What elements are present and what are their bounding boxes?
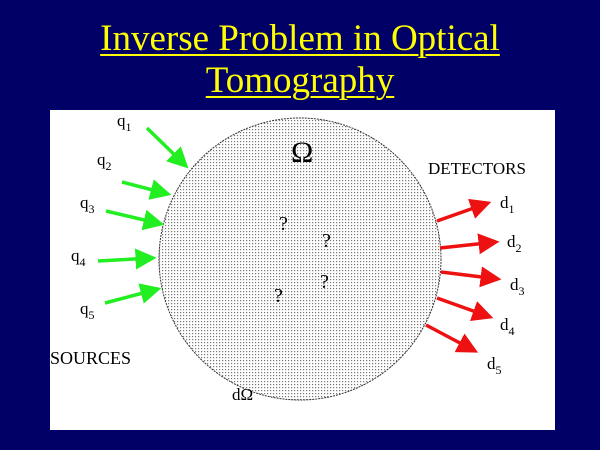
source-label-4: q4 <box>71 246 86 269</box>
detector-arrow-2 <box>439 233 500 255</box>
domain-circle <box>158 117 442 401</box>
source-arrow-4 <box>97 248 157 270</box>
detector-label-4: d4 <box>500 315 515 338</box>
sources-label: SOURCES <box>50 348 131 368</box>
detector-label-5: d5 <box>487 354 502 377</box>
detector-arrow-5 <box>425 323 479 353</box>
detector-label-3: d3 <box>510 275 525 298</box>
source-arrow-2 <box>121 179 172 200</box>
source-arrow-5 <box>104 283 162 305</box>
detector-arrow-1 <box>436 198 492 223</box>
title-line-1: Inverse Problem in Optical <box>100 18 500 59</box>
source-label-5: q5 <box>80 299 95 322</box>
domain-label: Ω <box>291 136 313 169</box>
source-label-1: q1 <box>117 111 132 134</box>
source-label-2: q2 <box>97 150 112 173</box>
detector-arrow-4 <box>436 296 494 321</box>
detector-label-1: d1 <box>500 193 515 216</box>
title-line-2: Tomography <box>205 60 395 101</box>
unknown-mark: ? <box>279 213 288 235</box>
source-arrow-1 <box>145 126 189 169</box>
diagram-panel: Ω dΩ ? ? ? ? SOURCES DETECTORS q1 q2 q3 q4 q… <box>50 110 555 430</box>
unknown-mark: ? <box>322 230 331 252</box>
unknown-mark: ? <box>320 271 329 293</box>
source-label-3: q3 <box>80 193 95 216</box>
detector-arrow-3 <box>440 266 502 288</box>
unknown-mark: ? <box>274 285 283 307</box>
boundary-label: dΩ <box>232 385 253 404</box>
detectors-label: DETECTORS <box>428 159 526 178</box>
detector-label-2: d2 <box>507 232 522 255</box>
source-arrow-3 <box>105 209 165 231</box>
